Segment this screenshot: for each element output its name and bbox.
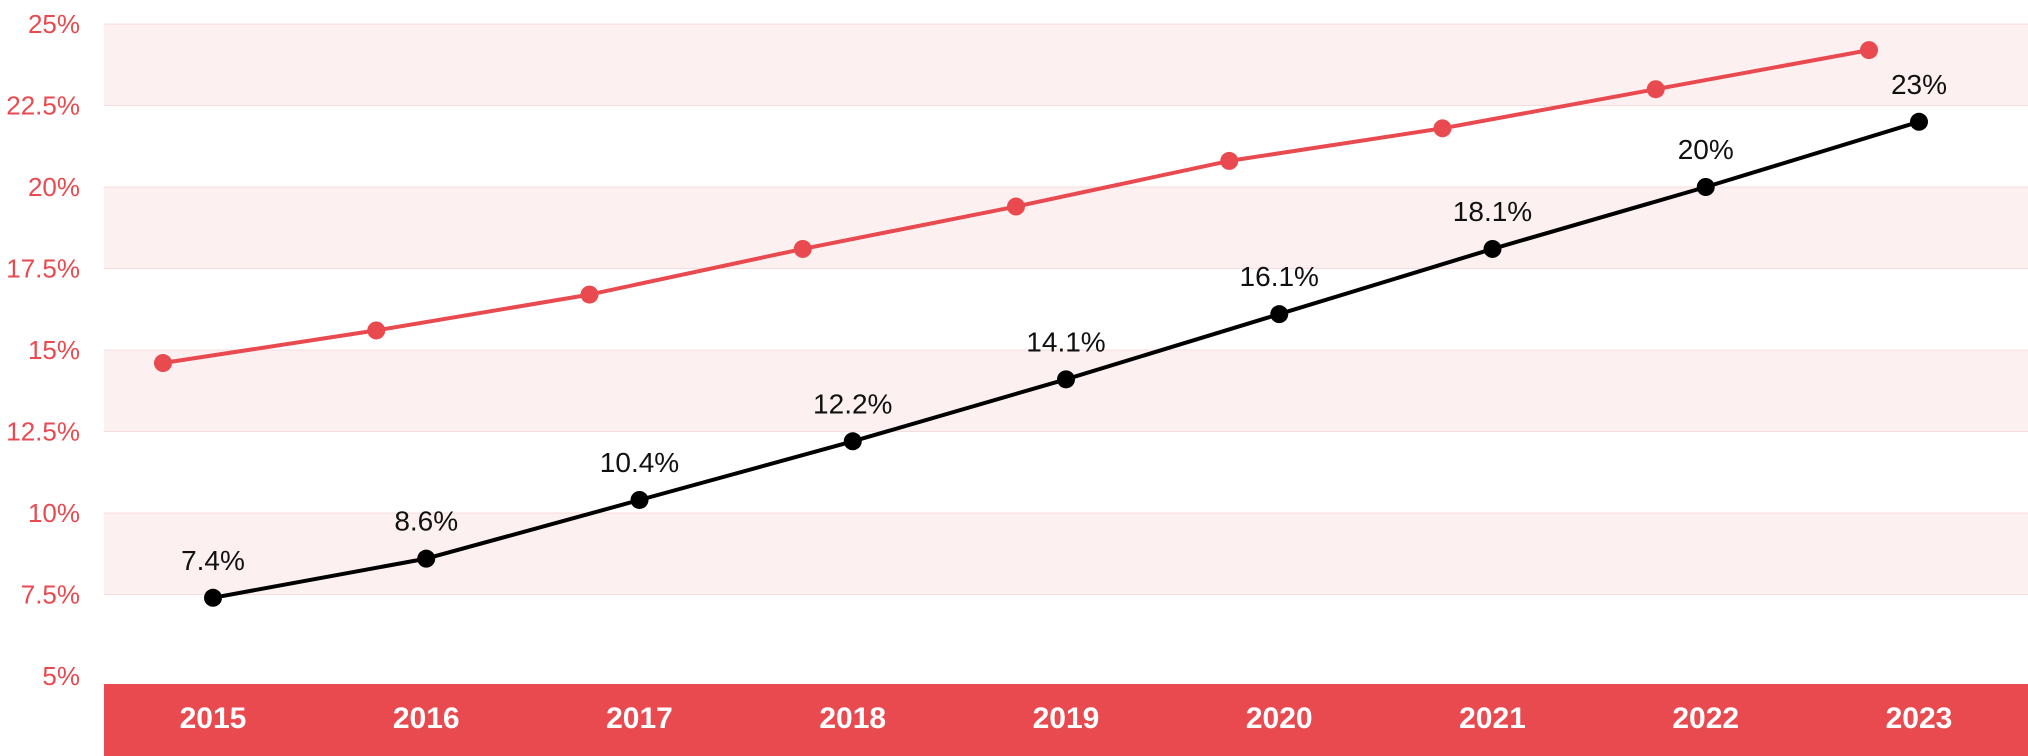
data-label: 20%	[1678, 134, 1734, 165]
series-1-point	[630, 490, 649, 509]
gridlines	[104, 23, 2028, 595]
x-tick-label: 2015	[180, 702, 247, 735]
y-tick-label: 5%	[42, 661, 80, 691]
band-3	[104, 350, 2028, 432]
series-0-point	[367, 321, 386, 340]
band-5	[104, 187, 2028, 269]
data-label: 16.1%	[1240, 261, 1319, 292]
series-0-point	[1646, 80, 1665, 99]
series-0-point	[1220, 151, 1239, 170]
y-tick-label: 12.5%	[6, 417, 80, 447]
series-0-point	[580, 285, 599, 304]
series-1-point	[1483, 239, 1502, 258]
background-bands	[104, 24, 2028, 595]
series-1-point	[1910, 112, 1928, 131]
x-tick-label: 2016	[393, 702, 460, 735]
series-1-point	[1270, 305, 1289, 324]
y-tick-label: 10%	[28, 498, 80, 528]
x-tick-label: 2022	[1672, 702, 1739, 735]
series-0-point	[154, 354, 172, 373]
data-label: 23%	[1891, 69, 1947, 100]
series-0-point	[1007, 197, 1025, 216]
series-0-point	[793, 239, 812, 258]
data-label: 10.4%	[600, 447, 679, 478]
data-labels: 7.4% 8.6% 10.4% 12.2% 14.1% 16.1% 18.1% 20% 23%	[181, 69, 1947, 576]
series-1-point	[1696, 178, 1715, 196]
y-tick-label: 25%	[28, 9, 80, 39]
y-tick-label: 15%	[28, 335, 80, 365]
series-1-point	[1057, 370, 1075, 389]
band-1	[104, 513, 2028, 595]
series-0-point	[1433, 119, 1452, 138]
y-tick-label: 22.5%	[6, 91, 80, 121]
series-1-point	[204, 588, 222, 607]
data-label: 14.1%	[1026, 326, 1105, 357]
data-label: 18.1%	[1453, 196, 1532, 227]
series-layer	[154, 41, 1928, 607]
series-1-point	[843, 432, 862, 451]
data-label: 7.4%	[181, 545, 245, 576]
y-tick-label: 7.5%	[21, 580, 80, 610]
x-axis-bar	[104, 684, 2028, 756]
x-tick-label: 2017	[606, 702, 673, 735]
x-tick-label: 2021	[1459, 702, 1526, 735]
x-tick-label: 2023	[1886, 702, 1953, 735]
series-1-point	[417, 549, 436, 568]
y-tick-label: 20%	[28, 172, 80, 202]
y-axis-ticks: 5% 7.5% 10% 12.5% 15% 17.5% 20% 22.5% 25%	[6, 9, 80, 691]
x-tick-label: 2018	[819, 702, 886, 735]
x-tick-label: 2020	[1246, 702, 1313, 735]
data-label: 12.2%	[813, 388, 892, 419]
band-7	[104, 24, 2028, 106]
y-tick-label: 17.5%	[6, 254, 80, 284]
x-axis-ticks: 2015 2016 2017 2018 2019 2020 2021 2022 2023	[180, 702, 1953, 735]
x-tick-label: 2019	[1033, 702, 1100, 735]
data-label: 8.6%	[394, 506, 458, 537]
series-0-point	[1860, 41, 1878, 60]
